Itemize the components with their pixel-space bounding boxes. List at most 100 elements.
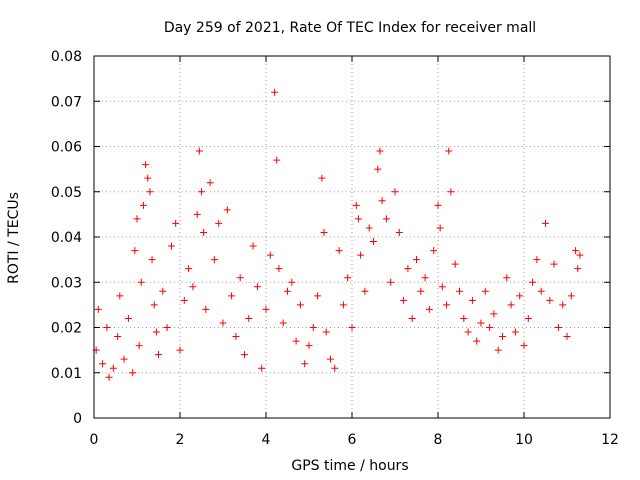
data-point [193, 210, 201, 218]
data-point [464, 328, 472, 336]
x-tick-label: 2 [176, 432, 185, 448]
data-point [301, 360, 309, 368]
data-point [572, 247, 580, 255]
data-point [576, 251, 584, 259]
data-point [266, 251, 274, 259]
data-point [370, 238, 377, 246]
y-tick-label: 0.03 [51, 275, 82, 291]
data-point [288, 278, 296, 286]
data-point [529, 278, 537, 286]
data-point [135, 342, 143, 350]
data-point [374, 165, 382, 173]
data-point [490, 310, 498, 318]
ticks-layer: 0 2 4 6 8 10 12 0 0.01 0.02 0.03 0.04 0.05 0.06 0.07 0.… [51, 49, 619, 448]
data-point [206, 179, 214, 187]
y-tick-label: 0.02 [51, 321, 82, 337]
data-point [443, 301, 451, 309]
data-point [142, 161, 150, 169]
data-point [481, 287, 489, 295]
data-point [124, 314, 132, 322]
data-point [223, 206, 231, 214]
data-point [189, 283, 197, 291]
y-tick-label: 0.06 [51, 140, 82, 156]
data-point [425, 305, 433, 313]
data-point [335, 247, 343, 255]
data-point [477, 319, 485, 327]
data-point [241, 351, 248, 359]
data-point [176, 346, 184, 354]
x-tick-label: 4 [262, 432, 271, 448]
data-point [180, 296, 188, 304]
data-point [400, 296, 408, 304]
data-point [574, 265, 582, 273]
data-point [546, 296, 554, 304]
data-point [198, 188, 205, 196]
data-point [511, 328, 519, 336]
data-point [139, 201, 147, 209]
data-point [159, 287, 167, 295]
data-point [430, 247, 438, 255]
data-point [327, 355, 334, 363]
y-tick-label: 0.08 [51, 49, 82, 65]
data-point [163, 324, 171, 331]
data-point [473, 337, 481, 345]
data-point [167, 242, 175, 250]
grid-layer [94, 56, 610, 418]
y-tick-label: 0 [73, 411, 82, 427]
data-point [438, 283, 446, 291]
data-point [109, 364, 117, 372]
data-point [262, 305, 270, 313]
data-point [563, 333, 571, 341]
data-point [94, 305, 102, 313]
data-point [275, 265, 283, 273]
data-point [542, 219, 549, 227]
data-point [436, 224, 444, 232]
data-point [258, 364, 266, 372]
data-point [320, 228, 328, 236]
data-point [152, 328, 160, 336]
data-point [361, 287, 369, 295]
y-tick-label: 0.05 [51, 185, 82, 201]
data-point [271, 88, 279, 96]
data-point [507, 301, 515, 309]
data-point [365, 224, 373, 232]
data-point [447, 188, 455, 196]
data-point [395, 228, 403, 236]
points-layer [92, 88, 584, 381]
data-point [228, 292, 236, 300]
data-point [567, 292, 575, 300]
y-tick-label: 0.01 [51, 366, 82, 382]
data-point [249, 242, 257, 250]
data-point [137, 278, 145, 286]
data-point [516, 292, 524, 300]
chart-title: Day 259 of 2021, Rate Of TEC Index for r… [164, 20, 536, 36]
data-point [404, 265, 412, 273]
data-point [339, 301, 347, 309]
data-point [133, 215, 141, 223]
data-point [99, 360, 107, 368]
data-point [150, 301, 158, 309]
data-point [456, 287, 463, 295]
data-point [232, 333, 240, 341]
data-point [105, 373, 113, 381]
data-point [215, 219, 223, 227]
data-point [445, 147, 453, 155]
data-point [382, 215, 390, 223]
data-point [417, 287, 425, 295]
data-point [331, 364, 339, 372]
data-point [494, 346, 502, 354]
data-point [550, 260, 558, 268]
data-point [533, 256, 541, 264]
data-point [378, 197, 386, 205]
data-point [408, 314, 416, 322]
data-point [195, 147, 203, 155]
x-tick-label: 12 [601, 432, 619, 448]
data-point [245, 314, 253, 322]
data-point [486, 324, 494, 331]
data-point [296, 301, 304, 309]
data-point [292, 337, 300, 345]
data-point [185, 265, 193, 273]
data-point [520, 342, 528, 350]
data-point [309, 324, 317, 331]
data-point [318, 174, 326, 182]
